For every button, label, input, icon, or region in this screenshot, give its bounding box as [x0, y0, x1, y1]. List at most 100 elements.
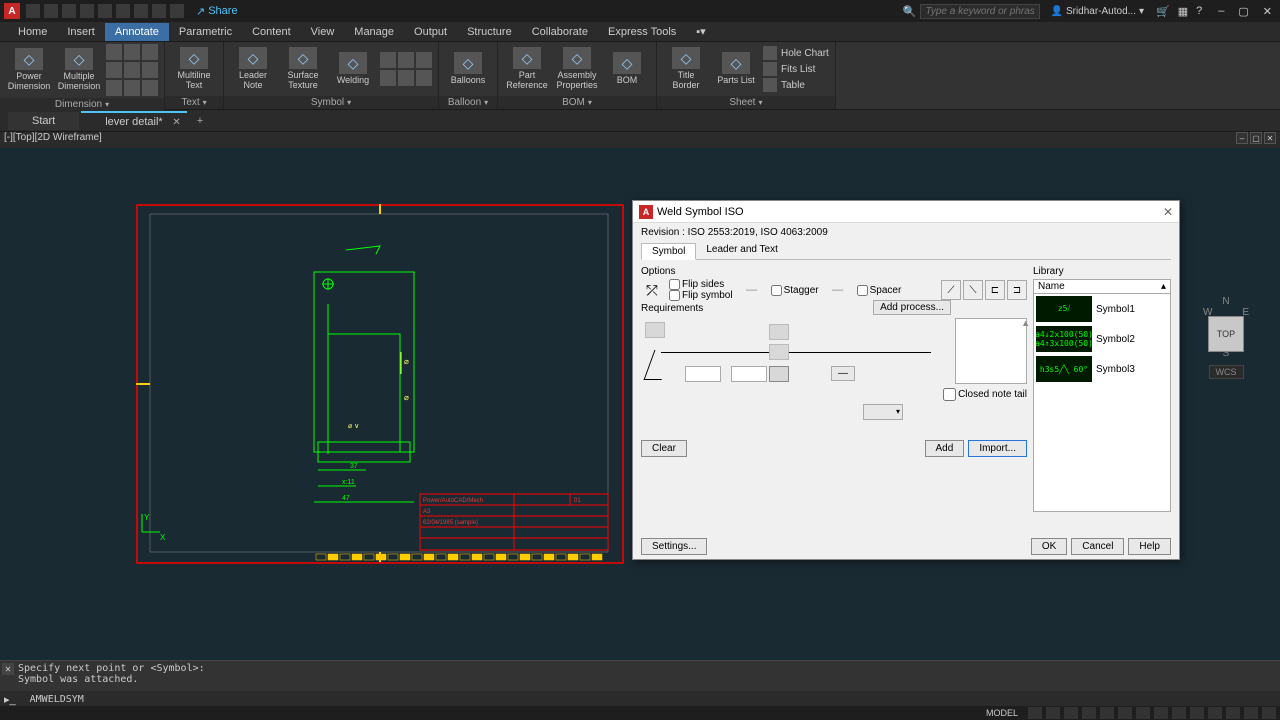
flip-sides-checkbox[interactable]: Flip sides — [669, 279, 733, 290]
library-item[interactable]: h3s5╱╲ 60°Symbol3 — [1034, 354, 1170, 384]
dialog-close-button[interactable]: ✕ — [1163, 205, 1173, 219]
welding-button[interactable]: ◇Welding — [330, 52, 376, 86]
qat-btn[interactable] — [80, 4, 94, 18]
panel-title[interactable]: Symbol ▾ — [224, 96, 438, 109]
viewcube-top[interactable]: TOP — [1208, 316, 1244, 352]
dim-tool[interactable] — [124, 62, 140, 78]
dim-tool[interactable] — [142, 80, 158, 96]
field-box[interactable] — [769, 324, 789, 340]
ribbon-tab-content[interactable]: Content — [242, 23, 301, 41]
symbol-tool[interactable] — [416, 52, 432, 68]
ok-button[interactable]: OK — [1031, 538, 1067, 555]
dim-tool[interactable] — [142, 44, 158, 60]
sort-icon[interactable]: ▴ — [1161, 281, 1166, 292]
close-tab-icon[interactable]: ✕ — [172, 117, 180, 128]
balloons-button[interactable]: ◇Balloons — [445, 52, 491, 86]
ribbon-overflow[interactable]: ▪▾ — [686, 22, 715, 41]
opt-icon-1[interactable]: ⟋ — [941, 280, 961, 300]
status-btn[interactable] — [1100, 707, 1114, 719]
app-switcher-icon[interactable]: ▦ — [1178, 5, 1188, 18]
dim-tool[interactable] — [124, 80, 140, 96]
user-menu[interactable]: 👤 Sridhar-Autod... ▾ — [1050, 6, 1144, 17]
symbol-tool[interactable] — [398, 52, 414, 68]
status-btn[interactable] — [1082, 707, 1096, 719]
import-button[interactable]: Import... — [968, 440, 1027, 457]
part-reference-button[interactable]: ◇Part Reference — [504, 47, 550, 91]
viewcube[interactable]: N WE TOP S WCS — [1186, 296, 1266, 416]
status-btn[interactable] — [1064, 707, 1078, 719]
leader-note-button[interactable]: ◇Leader Note — [230, 47, 276, 91]
status-btn[interactable] — [1190, 707, 1204, 719]
symbol-tool[interactable] — [380, 52, 396, 68]
panel-title[interactable]: Text ▾ — [165, 96, 223, 109]
ribbon-tab-home[interactable]: Home — [8, 23, 57, 41]
ribbon-tab-structure[interactable]: Structure — [457, 23, 522, 41]
multiline-text-button[interactable]: ◇Multiline Text — [171, 47, 217, 91]
help-icon[interactable]: ? — [1196, 5, 1202, 17]
combo-select[interactable]: ▾ — [863, 404, 903, 420]
minimize-button[interactable]: – — [1214, 5, 1228, 18]
qat-btn[interactable] — [152, 4, 166, 18]
library-item[interactable]: a4↓2x100(50) a4↑3x100(50)Symbol2 — [1034, 324, 1170, 354]
ribbon-tab-view[interactable]: View — [301, 23, 345, 41]
dim-tool[interactable] — [106, 44, 122, 60]
add-process-button[interactable]: Add process... — [873, 300, 951, 315]
flip-symbol-checkbox[interactable]: Flip symbol — [669, 290, 733, 301]
title-border-button[interactable]: ◇Title Border — [663, 47, 709, 91]
ribbon-tab-output[interactable]: Output — [404, 23, 457, 41]
panel-title[interactable]: Dimension ▾ — [0, 98, 164, 111]
cart-icon[interactable]: 🛒 — [1156, 5, 1170, 18]
ribbon-tab-insert[interactable]: Insert — [57, 23, 105, 41]
search-input[interactable] — [920, 4, 1040, 19]
field-box[interactable] — [645, 322, 665, 338]
qat-btn[interactable] — [170, 4, 184, 18]
dash-button[interactable]: — — [831, 366, 855, 381]
settings-button[interactable]: Settings... — [641, 538, 707, 555]
panel-title[interactable]: Balloon ▾ — [439, 96, 497, 109]
stagger-checkbox[interactable]: Stagger — [771, 285, 819, 296]
fits-list-button[interactable]: Fits List — [763, 61, 829, 77]
library-item[interactable]: z5⧸Symbol1 — [1034, 294, 1170, 324]
symbol-tool[interactable] — [398, 70, 414, 86]
cmd-close-icon[interactable]: ✕ — [2, 663, 14, 675]
help-button[interactable]: Help — [1128, 538, 1171, 555]
ribbon-tab-express-tools[interactable]: Express Tools — [598, 23, 686, 41]
qat-btn[interactable] — [26, 4, 40, 18]
dim-tool[interactable] — [124, 44, 140, 60]
status-btn[interactable] — [1136, 707, 1150, 719]
share-button[interactable]: ↗ Share — [196, 5, 238, 18]
qat-btn[interactable] — [44, 4, 58, 18]
opt-icon-2[interactable]: ⟍ — [963, 280, 983, 300]
command-input-row[interactable]: ▸_ AMWELDSYM — [0, 691, 1280, 707]
ribbon-tab-parametric[interactable]: Parametric — [169, 23, 242, 41]
add-button[interactable]: Add — [925, 440, 965, 457]
ribbon-tab-collaborate[interactable]: Collaborate — [522, 23, 598, 41]
field-box[interactable] — [769, 366, 789, 382]
table-button[interactable]: Table — [763, 77, 829, 93]
new-tab-button[interactable]: + — [189, 112, 211, 130]
ribbon-tab-annotate[interactable]: Annotate — [105, 23, 169, 41]
parts-list-button[interactable]: ◇Parts List — [713, 52, 759, 86]
clear-button[interactable]: Clear — [641, 440, 687, 457]
vp-maximize[interactable]: ▢ — [1250, 132, 1262, 144]
panel-title[interactable]: Sheet ▾ — [657, 96, 835, 109]
assembly-properties-button[interactable]: ◇Assembly Properties — [554, 47, 600, 91]
status-btn[interactable] — [1028, 707, 1042, 719]
library-header[interactable]: Name▴ — [1033, 279, 1171, 294]
cancel-button[interactable]: Cancel — [1071, 538, 1124, 555]
surface-texture-button[interactable]: ◇Surface Texture — [280, 47, 326, 91]
spacer-checkbox[interactable]: Spacer — [857, 285, 902, 296]
bom-button[interactable]: ◇BOM — [604, 52, 650, 86]
dim-tool[interactable] — [106, 62, 122, 78]
wcs-label[interactable]: WCS — [1209, 365, 1244, 379]
ribbon-tab-manage[interactable]: Manage — [344, 23, 404, 41]
status-btn[interactable] — [1244, 707, 1258, 719]
document-tab[interactable]: lever detail*✕ — [81, 111, 186, 131]
hole-chart-button[interactable]: Hole Chart — [763, 45, 829, 61]
leader-text-tab[interactable]: Leader and Text — [696, 242, 788, 259]
qat-btn[interactable] — [98, 4, 112, 18]
start-tab[interactable]: Start — [8, 112, 79, 130]
power-dimension-button[interactable]: ◇Power Dimension — [6, 48, 52, 92]
symbol-tool[interactable] — [416, 70, 432, 86]
opt-icon-4[interactable]: ⊐ — [1007, 280, 1027, 300]
